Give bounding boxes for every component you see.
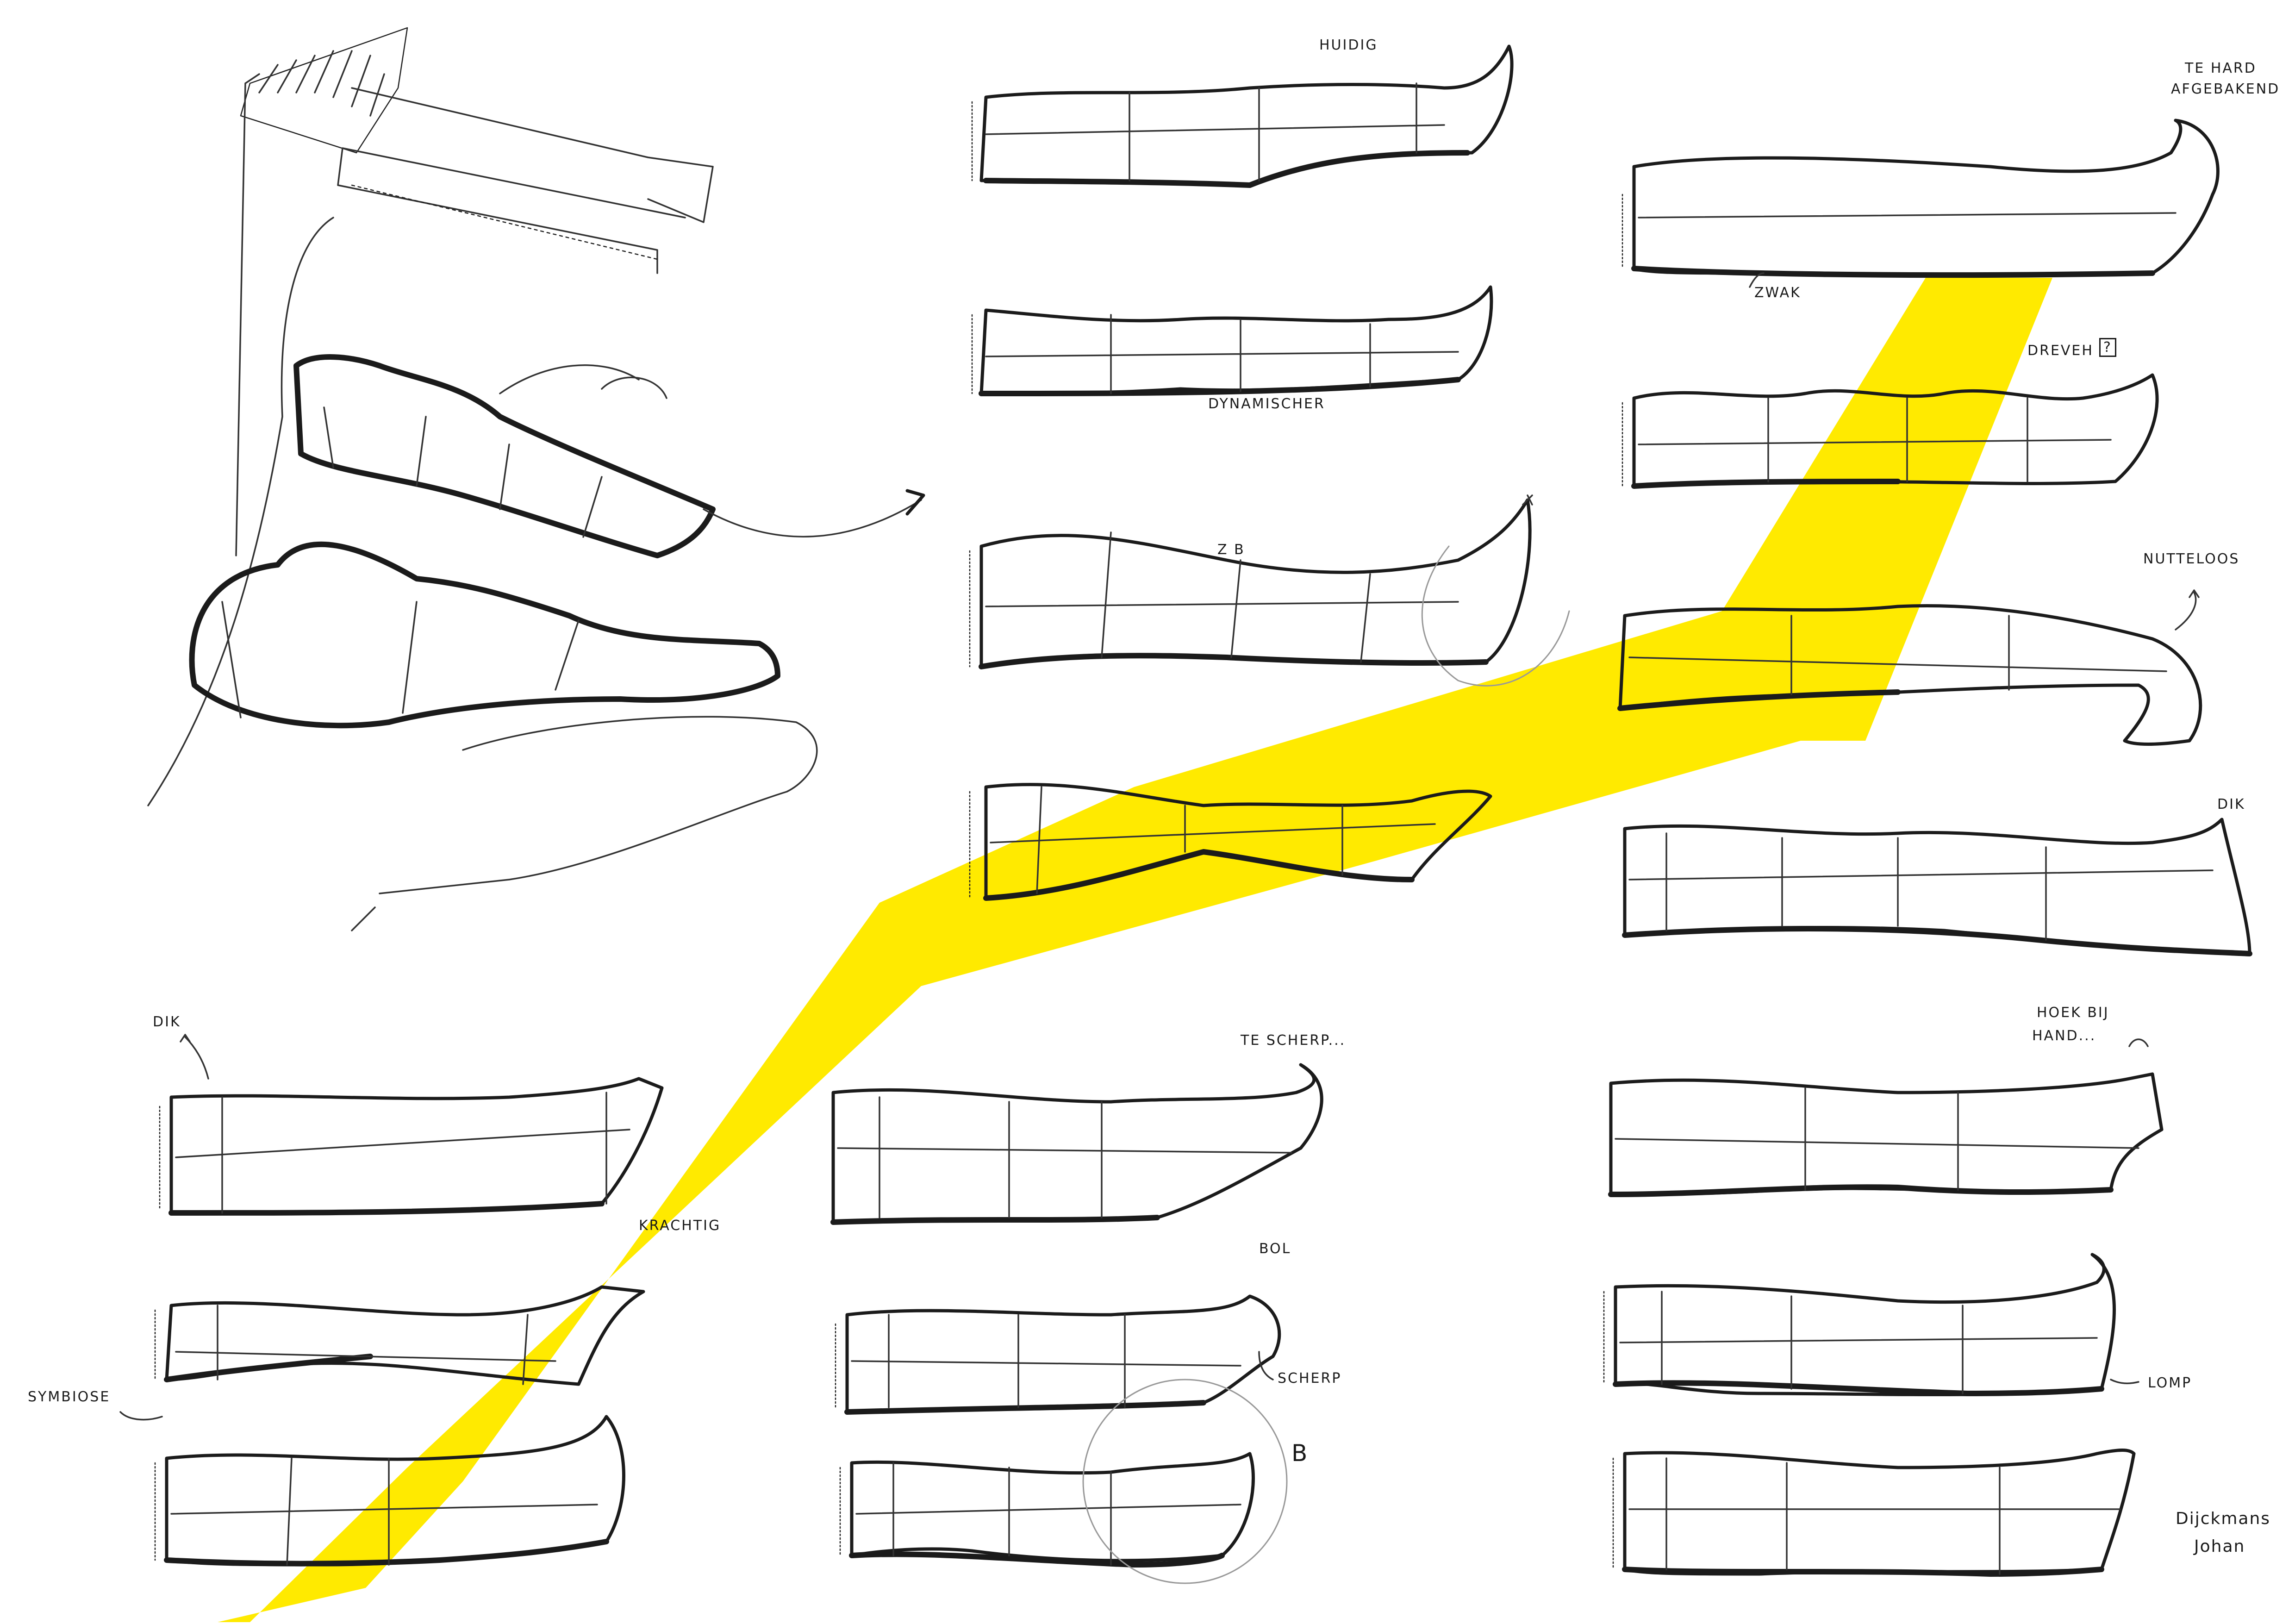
annotation-dynamischer: DYNAMISCHER bbox=[1208, 396, 1325, 412]
annotation-lomp: LOMP bbox=[2148, 1375, 2192, 1391]
handle-sketch-te-hard bbox=[1621, 119, 2220, 278]
annotation-pointer-lomp bbox=[2110, 1379, 2139, 1385]
annotation-te-scherp: TE SCHERP... bbox=[1241, 1032, 1346, 1049]
annotation-dik-right: DIK bbox=[2217, 796, 2245, 812]
annotation-pointer-nutteloos bbox=[2175, 589, 2200, 631]
annotation-te-hard: TE HARD bbox=[2185, 60, 2257, 76]
annotation-bol: BOL bbox=[1259, 1241, 1291, 1257]
handle-sketch-huidig bbox=[971, 44, 1514, 188]
annotation-pointer-zwak bbox=[1749, 272, 1765, 288]
handle-sketch-dik-left bbox=[159, 1077, 664, 1216]
handle-sketch-z-b bbox=[969, 494, 1570, 687]
annotation-pointer-symbiose bbox=[119, 1411, 163, 1421]
handle-sketch-hoek-bij-hand bbox=[1608, 1072, 2164, 1197]
annotation-pointer-dik-left bbox=[180, 1034, 209, 1080]
handle-sketch-bol bbox=[835, 1294, 1281, 1415]
signature-line1: Dijckmans bbox=[2176, 1509, 2271, 1528]
annotation-symbiose: SYMBIOSE bbox=[28, 1389, 111, 1405]
handle-sketch-dynamischer bbox=[971, 285, 1493, 396]
annotation-b: B bbox=[1291, 1440, 1309, 1467]
annotation-hand: HAND... bbox=[2032, 1028, 2096, 1044]
handle-sketch-bottom-left bbox=[154, 1415, 625, 1567]
annotation-scherp: SCHERP bbox=[1278, 1370, 1342, 1387]
annotation-pointer-hoek bbox=[2128, 1038, 2149, 1047]
annotation-dik-left: DIK bbox=[153, 1014, 181, 1030]
handle-sketch-nutteloos bbox=[1617, 604, 2202, 746]
handle-sketch-krachtig bbox=[154, 1285, 645, 1386]
annotation-hoek-bij: HOEK BIJ bbox=[2037, 1005, 2109, 1021]
annotation-zwak: ZWAK bbox=[1754, 285, 1801, 301]
annotation-afgebakend: AFGEBAKEND bbox=[2171, 81, 2280, 97]
annotation-krachtig: KRACHTIG bbox=[639, 1218, 721, 1234]
annotation-z-b: Z B bbox=[1217, 542, 1245, 558]
handle-sketch-te-scherp bbox=[830, 1063, 1323, 1225]
annotation-pointer-scherp bbox=[1258, 1351, 1274, 1380]
annotation-dreveh-box: ? bbox=[2099, 338, 2116, 357]
handle-sketch-bottom-right bbox=[1612, 1449, 2136, 1577]
annotation-nutteloos: NUTTELOOS bbox=[2143, 551, 2240, 567]
handle-sketch-dreveh bbox=[1621, 373, 2159, 489]
handle-sketch-b-circle bbox=[839, 1379, 1288, 1584]
annotation-huidig: HUIDIG bbox=[1319, 37, 1378, 53]
handle-sketch-twisted bbox=[969, 783, 1492, 901]
handle-sketch-dik-right bbox=[1622, 818, 2252, 956]
annotation-dreveh: DREVEH bbox=[2027, 343, 2094, 359]
yellow-highlight-band bbox=[218, 278, 2052, 1622]
handle-sketch-lomp bbox=[1603, 1253, 2116, 1396]
signature-line2: Johan bbox=[2194, 1537, 2245, 1556]
hand-sketch bbox=[147, 27, 925, 931]
